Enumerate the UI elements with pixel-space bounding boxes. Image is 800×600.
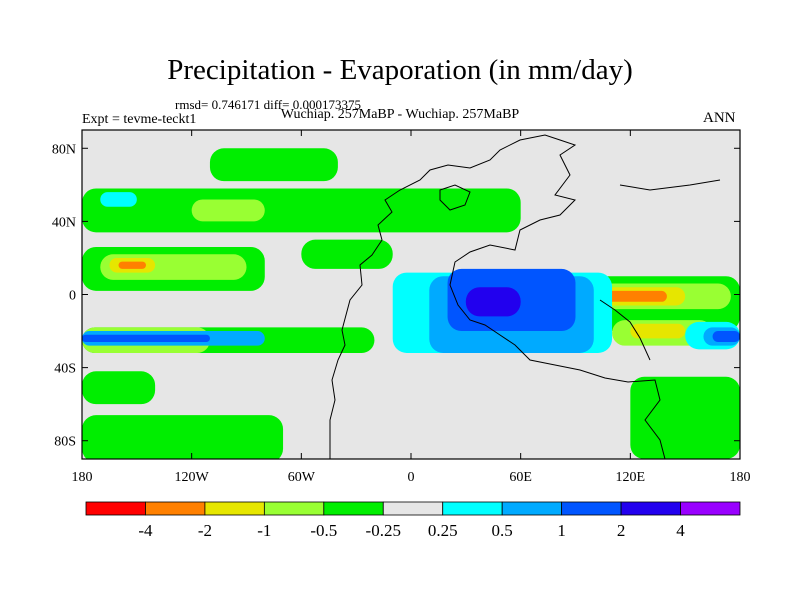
colorbar-label-8: 2 — [617, 521, 626, 540]
colorbar-label-4: -0.25 — [366, 521, 401, 540]
colorbar-box-7 — [501, 501, 563, 516]
experiment-line: Expt = tevme-teckt1 — [82, 112, 197, 127]
field-region-8 — [301, 239, 393, 269]
x-tick-label-1: 120W — [175, 470, 210, 485]
continent-outline — [329, 134, 721, 459]
colorbar-label-9: 4 — [676, 521, 685, 540]
case-line: Wuchiap. 257MaBP - Wuchiap. 257MaBP — [280, 107, 520, 122]
field-region-13 — [191, 199, 265, 222]
coast-detail-east — [599, 299, 651, 361]
colorbar-label-5: 0.25 — [428, 521, 458, 540]
y-tick-label-1: 40N — [52, 215, 76, 230]
y-tick-label-0: 80N — [52, 142, 76, 157]
x-tick-label-3: 0 — [408, 470, 415, 485]
colorbar-box-1 — [145, 501, 206, 516]
field-region-18 — [602, 290, 667, 302]
stats-line: rmsd= 0.746171 diff= 0.000173375 — [175, 97, 361, 112]
season-label: ANN — [703, 110, 736, 126]
field-region-5 — [82, 415, 284, 459]
x-tick-label-0: 180 — [72, 470, 93, 485]
field-region-28 — [465, 287, 521, 317]
x-tick-label-2: 60W — [288, 470, 316, 485]
colorbar-label-0: -4 — [138, 521, 153, 540]
colorbar-box-10 — [680, 501, 741, 516]
field-region-17 — [118, 261, 146, 269]
x-axis-ticks: 180 120W 60W 0 60E 120E 180 — [72, 130, 751, 485]
field-region-1 — [82, 371, 156, 405]
y-tick-label-2: 0 — [69, 289, 76, 304]
y-tick-label-3: 40S — [54, 362, 76, 377]
field-region-3 — [82, 188, 521, 233]
pangea-coastline — [329, 134, 666, 459]
field-region-7 — [630, 376, 740, 459]
y-tick-label-4: 80S — [54, 435, 76, 450]
colorbar-box-9 — [620, 501, 681, 516]
x-tick-label-6: 180 — [730, 470, 751, 485]
field-region-26 — [82, 334, 210, 343]
colorbar-label-6: 0.5 — [492, 521, 513, 540]
colorbar-box-2 — [204, 501, 265, 516]
colorbar-label-3: -0.5 — [310, 521, 337, 540]
chart-title: Precipitation - Evaporation (in mm/day) — [167, 54, 633, 86]
x-tick-label-4: 60E — [509, 470, 532, 485]
colorbar-label-2: -1 — [257, 521, 271, 540]
colorbar-box-6 — [442, 501, 503, 516]
colorbar-box-8 — [561, 501, 622, 516]
field-region-16 — [630, 323, 686, 339]
colorbar-box-3 — [263, 501, 325, 516]
coast-detail-north — [439, 184, 471, 211]
coast-detail-arctic — [619, 179, 721, 191]
colorbar-label-1: -2 — [198, 521, 212, 540]
field-region-4 — [209, 148, 338, 182]
field-region-21 — [100, 192, 137, 207]
colorbar-box-4 — [323, 501, 384, 516]
colorbar-box-0 — [85, 501, 146, 516]
colorbar: -4 -2 -1 -0.5 -0.25 0.25 0.5 1 2 4 — [85, 501, 741, 540]
colorbar-label-7: 1 — [557, 521, 566, 540]
field-region-27 — [712, 331, 740, 343]
precip-evap-field — [82, 130, 740, 459]
y-axis-ticks: 80N 40N 0 40S 80S — [52, 142, 740, 450]
colorbar-box-5 — [382, 501, 444, 516]
x-tick-label-5: 120E — [616, 470, 646, 485]
